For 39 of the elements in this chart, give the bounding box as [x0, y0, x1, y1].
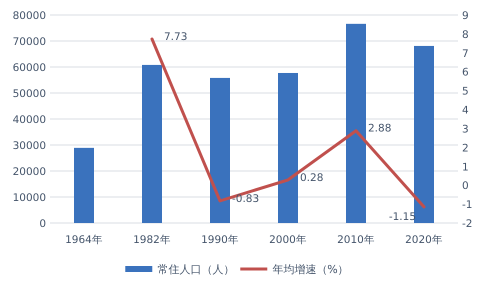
bar: [142, 64, 162, 223]
x-tick-label: 1990年: [201, 234, 239, 246]
y2-tick-label: 2: [462, 142, 469, 154]
data-label: -0.83: [232, 192, 260, 205]
y-tick-label: 60000: [12, 62, 46, 74]
data-label: 7.73: [164, 31, 188, 44]
y-tick-label: 0: [39, 218, 46, 230]
y-tick-label: 20000: [12, 166, 46, 178]
legend-label: 年均增速（%）: [272, 263, 349, 276]
y-tick-label: 50000: [12, 88, 46, 100]
y-tick-label: 70000: [12, 36, 46, 48]
y-tick-label: 30000: [12, 140, 46, 152]
y2-tick-label: 7: [462, 48, 469, 60]
y2-tick-label: 1: [462, 161, 469, 174]
data-label: 2.88: [368, 122, 392, 135]
legend-label: 常住人口（人）: [157, 263, 234, 276]
y-tick-label: 10000: [12, 192, 46, 204]
bar: [278, 72, 298, 223]
y2-tick-label: -2: [462, 218, 472, 230]
y-tick-label: 40000: [12, 114, 46, 126]
y2-tick-label: 4: [462, 104, 469, 117]
y2-tick-label: 8: [462, 28, 469, 41]
bar: [210, 78, 230, 223]
bar: [346, 24, 366, 223]
data-label: 0.28: [300, 172, 324, 184]
y2-tick-label: 3: [462, 123, 469, 136]
x-tick-label: 1982年: [133, 234, 171, 246]
x-tick-label: 2020年: [405, 234, 443, 246]
bar: [414, 46, 434, 223]
y2-tick-label: 5: [462, 86, 469, 98]
x-tick-label: 2010年: [337, 234, 375, 246]
y-tick-label: 80000: [12, 10, 46, 22]
bar: [74, 148, 94, 223]
y2-tick-label: 0: [462, 180, 469, 192]
y2-tick-label: 9: [462, 10, 469, 22]
x-tick-label: 1964年: [65, 234, 103, 246]
y2-tick-label: -1: [462, 199, 472, 212]
x-tick-label: 2000年: [269, 234, 307, 246]
y2-tick-label: 6: [462, 66, 469, 79]
